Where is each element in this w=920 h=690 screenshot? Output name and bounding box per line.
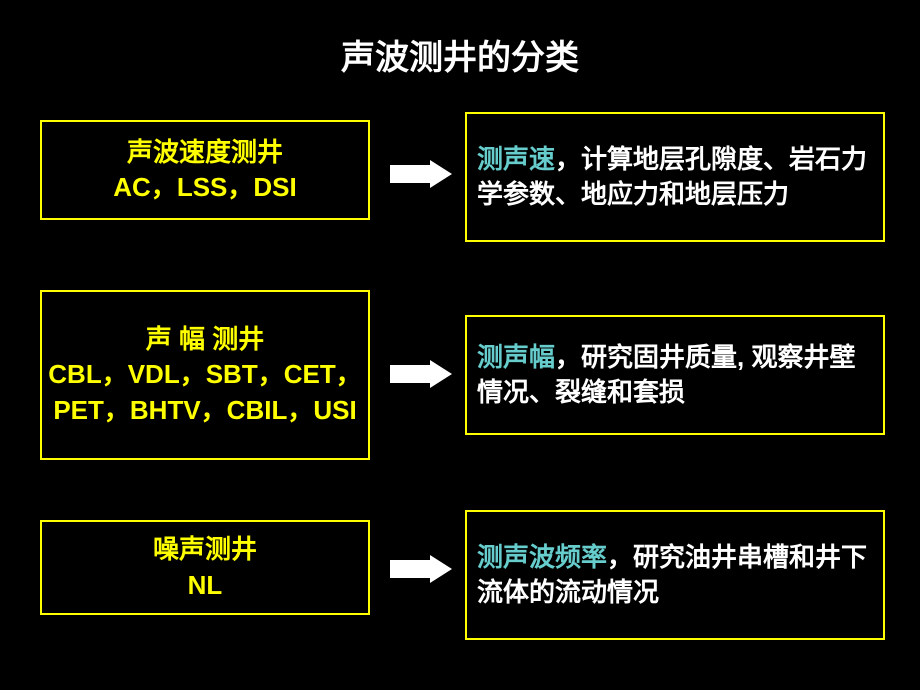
- description-box-noise: 测声波频率，研究油井串槽和井下流体的流动情况: [465, 510, 885, 640]
- arrow-head: [430, 360, 452, 388]
- description-box-velocity: 测声速，计算地层孔隙度、岩石力学参数、地应力和地层压力: [465, 112, 885, 242]
- arrow-icon: [390, 360, 452, 388]
- description-highlight: 测声速: [477, 144, 555, 174]
- category-box-amplitude: 声 幅 测井 CBL，VDL，SBT，CET，PET，BHTV，CBIL，USI: [40, 290, 370, 460]
- arrow-shaft: [390, 365, 430, 383]
- description-text: 测声波频率，研究油井串槽和井下流体的流动情况: [477, 540, 873, 610]
- diagram-title: 声波测井的分类: [0, 0, 920, 79]
- category-name: 声 幅 测井: [146, 322, 264, 357]
- description-text: 测声幅，研究固井质量, 观察井壁情况、裂缝和套损: [477, 340, 873, 410]
- category-codes: NL: [188, 568, 223, 603]
- arrow-head: [430, 160, 452, 188]
- arrow-shaft: [390, 560, 430, 578]
- category-codes: AC，LSS，DSI: [113, 170, 296, 205]
- category-name: 声波速度测井: [127, 135, 283, 170]
- description-box-amplitude: 测声幅，研究固井质量, 观察井壁情况、裂缝和套损: [465, 315, 885, 435]
- arrow-icon: [390, 555, 452, 583]
- description-highlight: 测声幅: [477, 342, 555, 372]
- arrow-shaft: [390, 165, 430, 183]
- category-box-noise: 噪声测井 NL: [40, 520, 370, 615]
- arrow-head: [430, 555, 452, 583]
- description-highlight: 测声波频率: [477, 542, 607, 572]
- description-text: 测声速，计算地层孔隙度、岩石力学参数、地应力和地层压力: [477, 142, 873, 212]
- category-codes: CBL，VDL，SBT，CET，PET，BHTV，CBIL，USI: [42, 357, 368, 427]
- category-name: 噪声测井: [153, 532, 257, 567]
- category-box-velocity: 声波速度测井 AC，LSS，DSI: [40, 120, 370, 220]
- arrow-icon: [390, 160, 452, 188]
